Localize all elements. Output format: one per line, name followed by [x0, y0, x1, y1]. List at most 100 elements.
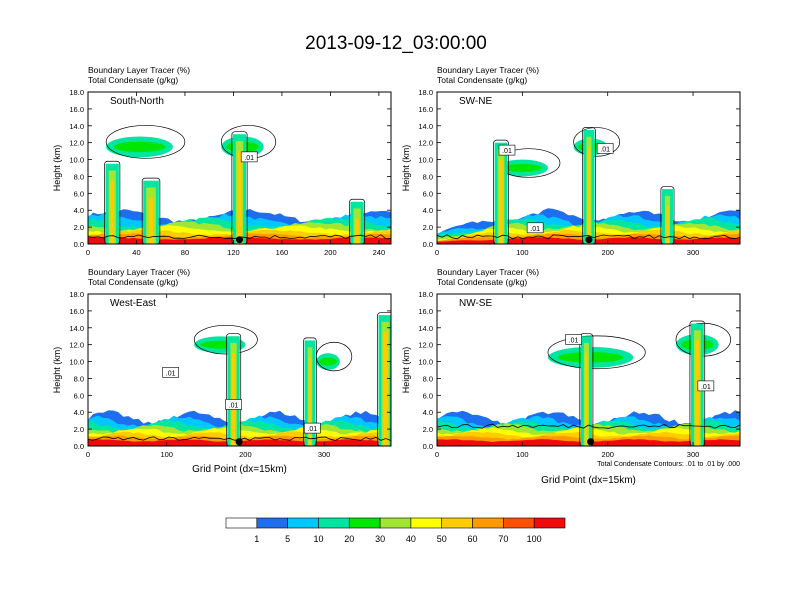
colorbar-swatch — [225, 517, 258, 529]
y-tick-label: 2.0 — [74, 223, 84, 232]
y-tick-label: 6.0 — [74, 189, 84, 198]
colorbar-swatch — [533, 517, 566, 529]
panel-sw-ne: .01 .01 .01 0.0 2.0 4.0 6.0 8.0 10.0 12.0 14.0 16.0… — [401, 65, 741, 257]
y-tick-label: 10.0 — [69, 358, 84, 367]
x-tick-label: 40 — [132, 248, 140, 257]
contour-label: .01 — [307, 426, 317, 433]
figure-title: 2013-09-12_03:00:00 — [305, 33, 487, 54]
tower-core — [308, 357, 312, 446]
y-tick-label: 16.0 — [418, 307, 433, 316]
center-marker — [585, 236, 593, 244]
colorbar: 1 5 10 20 30 40 50 60 70 100 — [225, 517, 566, 544]
panel-subtitle: Total Condensate (g/kg) — [437, 75, 527, 85]
x-tick-label: 100 — [160, 450, 173, 459]
x-tick-label: 200 — [239, 450, 252, 459]
y-tick-label: 8.0 — [74, 172, 84, 181]
plot-area — [437, 127, 740, 244]
contour-label: .01 — [229, 402, 239, 409]
condensate-contour — [226, 333, 242, 446]
contour-label-box — [225, 399, 242, 410]
condensate-contour — [582, 127, 596, 244]
x-tick-label: 0 — [435, 248, 439, 257]
x-tick-label: 200 — [601, 248, 614, 257]
condensate-contour — [349, 198, 366, 244]
y-tick-label: 8.0 — [423, 172, 433, 181]
contour-label: .01 — [569, 337, 579, 344]
y-tick-label: 14.0 — [418, 122, 433, 131]
plot-frame — [87, 293, 392, 447]
panel-label: SW-NE — [459, 96, 492, 107]
contour-label-box — [162, 367, 179, 378]
colorbar-swatch — [441, 517, 473, 529]
x-tick-label: 300 — [318, 450, 331, 459]
panel-west-east: .01 .01 .01 0.0 2.0 4.0 6.0 8.0 10.0 12.0 14.0 16.0… — [52, 267, 392, 475]
y-tick-label: 4.0 — [74, 408, 84, 417]
y-tick-label: 4.0 — [423, 408, 433, 417]
panel-subtitle: Boundary Layer Tracer (%) — [437, 65, 539, 75]
y-tick-label: 14.0 — [69, 122, 84, 131]
colorbar-label: 10 — [313, 534, 323, 544]
x-tick-label: 300 — [687, 248, 700, 257]
condensate-contour — [105, 125, 186, 159]
colorbar-label: 5 — [285, 534, 290, 544]
panel-subtitle: Boundary Layer Tracer (%) — [88, 267, 190, 277]
colorbar-swatch — [318, 517, 350, 529]
y-tick-label: 18.0 — [69, 290, 84, 299]
contour-label: .01 — [600, 146, 610, 153]
colorbar-swatch — [472, 517, 504, 529]
colorbar-swatch — [287, 517, 319, 529]
y-tick-label: 12.0 — [418, 341, 433, 350]
x-axis-label: Grid Point (dx=15km) — [192, 464, 287, 475]
panel-label: South-North — [110, 96, 164, 107]
y-axis-label: Height (km) — [52, 347, 62, 394]
x-tick-label: 0 — [86, 248, 90, 257]
colorbar-label: 100 — [527, 534, 542, 544]
colorbar-swatch — [379, 517, 412, 529]
tower-core — [587, 146, 591, 244]
tower-core — [695, 340, 700, 446]
plot-frame — [436, 91, 741, 245]
y-tick-label: 16.0 — [418, 105, 433, 114]
panel-subtitle: Total Condensate (g/kg) — [88, 75, 178, 85]
tower-core — [237, 151, 242, 244]
condensate-contour-low — [437, 234, 740, 240]
panel-subtitle: Total Condensate (g/kg) — [88, 277, 178, 287]
x-tick-label: 200 — [324, 248, 337, 257]
y-tick-label: 2.0 — [423, 425, 433, 434]
y-tick-label: 2.0 — [74, 425, 84, 434]
colorbar-swatch — [410, 517, 443, 529]
y-tick-label: 12.0 — [69, 139, 84, 148]
y-tick-label: 4.0 — [74, 206, 84, 215]
panel-label: NW-SE — [459, 298, 492, 309]
colorbar-label: 20 — [344, 534, 354, 544]
x-tick-label: 160 — [276, 248, 289, 257]
condensate-contour — [493, 139, 509, 244]
y-tick-label: 12.0 — [418, 139, 433, 148]
y-tick-label: 10.0 — [418, 156, 433, 165]
tower-core — [666, 206, 669, 244]
x-tick-label: 100 — [516, 248, 529, 257]
condensate-contour — [547, 335, 646, 370]
plot-area — [88, 125, 391, 244]
y-tick-label: 8.0 — [423, 374, 433, 383]
plot-frame — [87, 91, 392, 245]
contour-label-box — [596, 143, 614, 154]
x-tick-label: 200 — [601, 450, 614, 459]
panel-nw-se: .01 .01 0.0 2.0 4.0 6.0 8.0 10.0 12.0 14.0 16.0 18.… — [401, 267, 741, 486]
center-marker — [587, 438, 595, 446]
anvil-core — [113, 141, 166, 153]
condensate-contour — [579, 333, 594, 446]
y-tick-label: 18.0 — [418, 88, 433, 97]
x-tick-label: 100 — [516, 450, 529, 459]
y-tick-label: 6.0 — [423, 391, 433, 400]
y-tick-label: 14.0 — [418, 324, 433, 333]
y-axis-label: Height (km) — [401, 145, 411, 192]
y-tick-label: 6.0 — [423, 189, 433, 198]
colorbar-swatch — [503, 517, 535, 529]
y-tick-label: 16.0 — [69, 307, 84, 316]
y-tick-label: 0.0 — [423, 240, 433, 249]
colorbar-label: 40 — [406, 534, 416, 544]
x-axis-label: Grid Point (dx=15km) — [541, 475, 636, 486]
y-tick-label: 8.0 — [74, 374, 84, 383]
